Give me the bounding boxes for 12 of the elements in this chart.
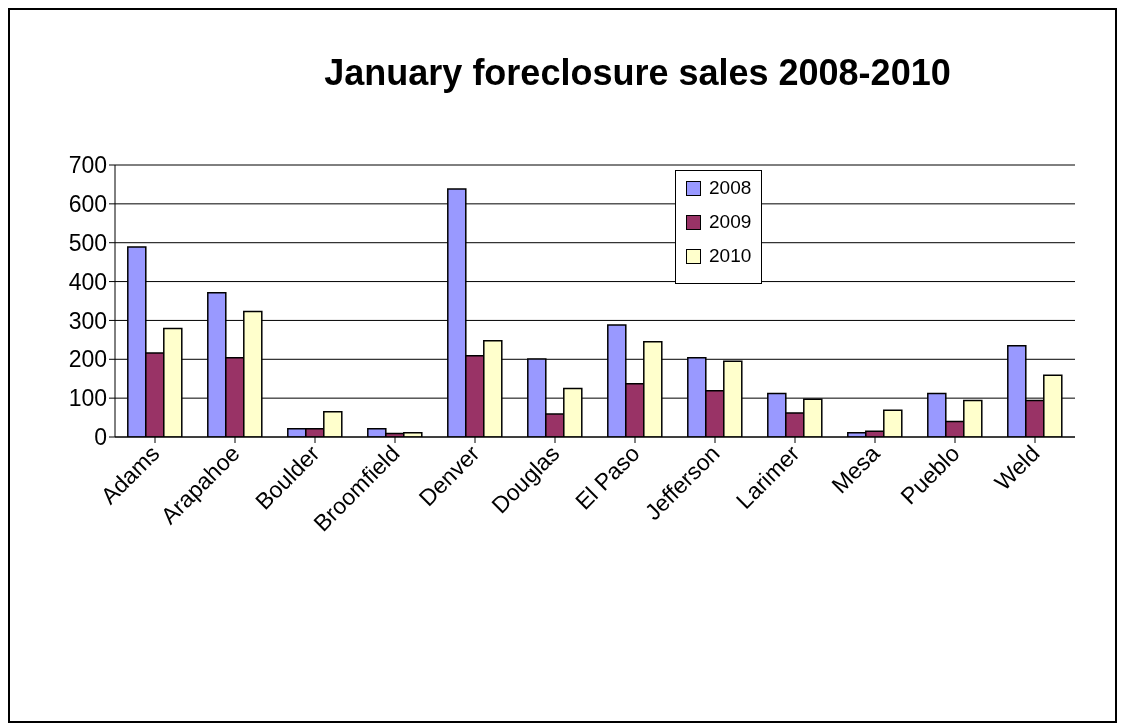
legend-label: 2009: [709, 211, 752, 233]
legend-label: 2008: [709, 177, 752, 199]
y-tick-label: 500: [68, 229, 107, 256]
y-tick-label: 0: [94, 424, 107, 451]
y-tick-label: 400: [68, 268, 107, 295]
y-tick-label: 200: [68, 346, 107, 373]
chart-title: January foreclosure sales 2008-2010: [323, 52, 952, 94]
y-tick-label: 300: [68, 307, 107, 334]
y-tick-label: 700: [68, 152, 107, 179]
y-tick-label: 600: [68, 191, 107, 218]
legend-label: 2010: [709, 245, 752, 267]
y-tick-label: 100: [68, 385, 107, 412]
